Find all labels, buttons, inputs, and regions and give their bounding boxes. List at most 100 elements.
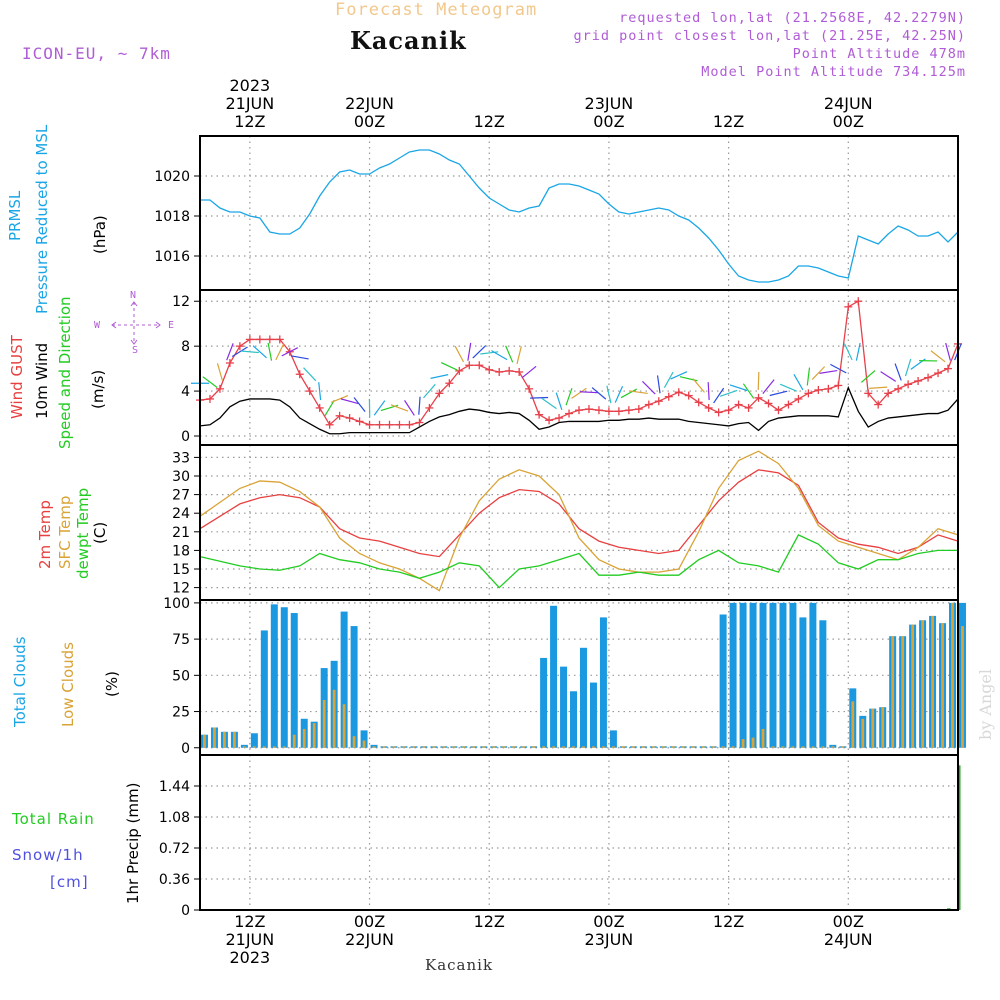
top-time-label: 12Z — [712, 112, 745, 131]
model-name: ICON-EU, ~ 7km — [22, 44, 171, 63]
temp-2m-line — [199, 469, 959, 558]
wind-direction-arrow — [830, 363, 847, 374]
low-cloud-bar — [452, 746, 456, 748]
total-cloud-bar — [609, 730, 617, 748]
wind-direction-arrow — [216, 363, 224, 381]
wind-direction-arrow — [656, 375, 661, 394]
wind-direction-arrow — [945, 342, 951, 361]
low-cloud-bar — [641, 746, 645, 748]
bottom-time-label: 21JUN — [225, 930, 275, 949]
low-cloud-bar — [352, 736, 356, 748]
wind-direction-arrow — [707, 382, 710, 401]
total-cloud-bar — [729, 602, 737, 748]
bottom-time-label: 2023 — [229, 948, 271, 967]
top-time-label: 22JUN — [345, 94, 394, 113]
wind-direction-arrow — [226, 343, 234, 361]
total-cloud-bar — [270, 604, 278, 748]
wind-direction-arrow — [819, 369, 838, 374]
low-cloud-bar — [671, 746, 675, 748]
low-cloud-bar — [572, 746, 575, 748]
wind-direction-arrow — [861, 370, 876, 383]
total-cloud-bar — [360, 730, 368, 748]
top-time-label: 12Z — [473, 112, 505, 131]
low-cloud-bar — [432, 746, 436, 748]
wind-direction-arrow — [252, 345, 267, 359]
low-cloud-bar — [372, 746, 376, 748]
low-cloud-bar — [203, 734, 206, 748]
bottom-time-label: 12Z — [473, 912, 505, 931]
low-cloud-bar — [252, 746, 256, 748]
wind-direction-arrow — [275, 343, 285, 361]
low-cloud-bar — [931, 615, 934, 748]
low-cloud-bar — [223, 731, 226, 748]
total-cloud-bar — [769, 602, 777, 748]
low-cloud-bar — [402, 746, 406, 748]
requested-coords: requested lon,lat (21.2568E, 42.2279N) — [619, 10, 966, 26]
low-cloud-bar — [552, 746, 555, 748]
total-cloud-bar — [599, 617, 607, 748]
low-cloud-bar — [292, 734, 296, 748]
top-time-label: 12Z — [234, 112, 266, 131]
low-cloud-bar — [592, 746, 595, 748]
temp-ytick-label: 33 — [172, 450, 190, 466]
wind-direction-arrow — [629, 390, 648, 395]
total-rain-label: Total Rain — [12, 810, 95, 828]
compass-north: N — [130, 290, 137, 301]
snow-unit-label: [cm] — [50, 873, 89, 891]
wind-direction-arrow — [202, 376, 218, 388]
wind-direction-arrow — [231, 346, 248, 358]
low-cloud-bar — [871, 708, 875, 748]
low-cloud-bar — [761, 728, 765, 748]
top-time-label: 24JUN — [823, 94, 873, 113]
low-cloud-bar — [532, 746, 536, 748]
wind-direction-arrow — [713, 387, 725, 404]
wind-direction-arrow — [530, 396, 549, 399]
clouds-ytick-label: 75 — [172, 632, 190, 648]
low-cloud-bar — [901, 636, 905, 748]
wind-direction-arrow — [467, 342, 472, 361]
compass-south: S — [132, 345, 139, 356]
wind-direction-arrow — [642, 380, 656, 395]
precip-ytick-label: 1.08 — [159, 810, 190, 826]
wind-direction-arrow — [331, 395, 349, 403]
precip-ytick-label: 1.44 — [159, 779, 190, 795]
wind-direction-arrow — [390, 404, 409, 412]
wind-direction-arrow — [491, 350, 508, 361]
low-cloud-bar — [302, 728, 306, 748]
snow-label: Snow/1h — [12, 846, 84, 864]
low-cloud-bar — [921, 620, 924, 748]
low-cloud-bar — [512, 746, 516, 748]
wind-direction-arrow — [373, 400, 386, 416]
low-cloud-bar — [731, 746, 735, 748]
low-cloud-bar — [462, 746, 466, 748]
total-cloud-bar — [350, 626, 358, 748]
wind-direction-arrow — [762, 379, 775, 394]
low-cloud-bar — [621, 746, 625, 748]
clouds-ytick-label: 100 — [163, 596, 190, 612]
low-cloud-bar — [631, 746, 635, 748]
temp-ytick-label: 18 — [172, 543, 190, 559]
bottom-time-label: 00Z — [832, 912, 864, 931]
total-cloud-bar — [540, 657, 548, 748]
wind-direction-arrow — [555, 392, 563, 410]
low-cloud-bar — [811, 746, 815, 748]
compass-west: W — [94, 320, 101, 331]
wind-direction-arrow — [521, 365, 537, 379]
total-cloud-bar — [250, 733, 258, 748]
precip-ytick-label: 0.72 — [159, 841, 190, 857]
total-cloud-bar — [809, 602, 817, 748]
low-cloud-bar — [602, 746, 605, 748]
total-cloud-bar — [589, 682, 597, 748]
wind-direction-arrow — [472, 345, 487, 359]
top-time-label: 00Z — [593, 112, 625, 131]
compass-icon — [111, 301, 161, 345]
wind-direction-arrow — [430, 374, 449, 379]
low-cloud-bar — [821, 746, 825, 748]
bottom-time-label: 00Z — [593, 912, 625, 931]
wind-direction-arrow — [454, 345, 465, 363]
wind-direction-arrow — [267, 342, 273, 361]
wind-direction-arrow — [894, 363, 902, 381]
wind-direction-arrow — [670, 371, 688, 380]
wind-ytick-label: 12 — [172, 294, 190, 310]
low-cloud-bar — [362, 740, 366, 748]
